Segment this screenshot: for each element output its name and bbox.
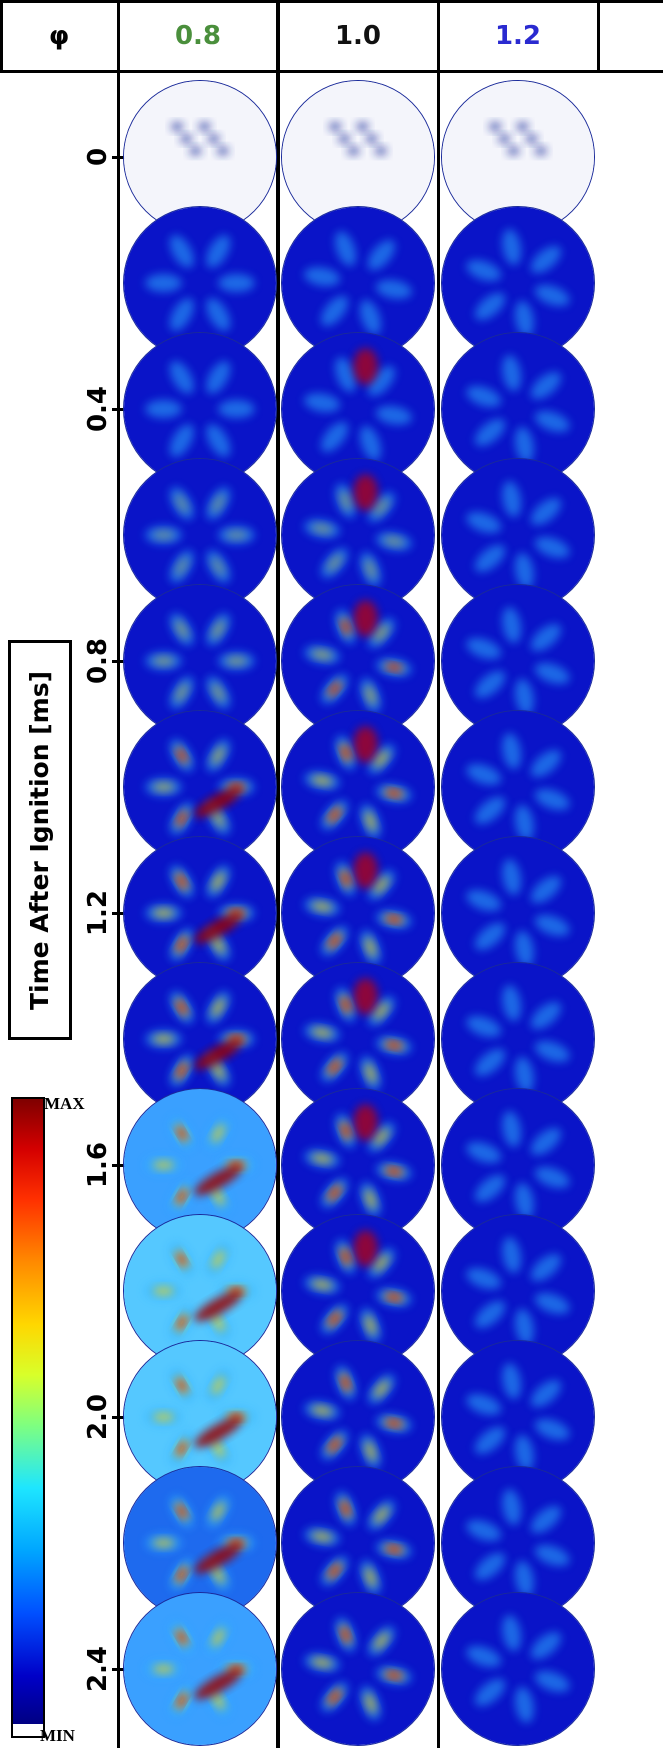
flame-frame	[281, 1592, 435, 1746]
right-border	[597, 0, 600, 72]
flame-frame	[281, 1340, 435, 1494]
flame-frame	[123, 80, 277, 234]
flame-frame	[123, 1088, 277, 1242]
y-tick-mark	[112, 1416, 130, 1419]
y-axis-title: Time After Ignition [ms]	[25, 670, 55, 1010]
left-border	[0, 0, 3, 72]
phi-header: φ	[0, 0, 118, 72]
colorbar-max-label: MAX	[44, 1094, 85, 1113]
y-tick-label: 2.0	[83, 1393, 113, 1441]
y-tick-label: 1.6	[83, 1141, 113, 1189]
column-label-1.2: 1.2	[494, 21, 542, 51]
y-tick-label: 0.8	[83, 637, 113, 685]
colorbar-min-label: MIN	[40, 1726, 75, 1745]
flame-frame	[441, 1592, 595, 1746]
y-tick-mark	[112, 660, 130, 663]
y-tick-mark	[112, 1668, 130, 1671]
column-header-1.0: 1.0	[278, 0, 438, 72]
y-tick-mark	[112, 408, 130, 411]
flame-frame	[123, 332, 277, 486]
y-tick-label: 2.4	[83, 1645, 113, 1693]
column-header-0.8: 0.8	[118, 0, 278, 72]
phi-label: φ	[48, 21, 70, 51]
flame-frame	[281, 1214, 435, 1368]
y-tick-label: 1.2	[83, 889, 113, 937]
y-tick-label: 0	[83, 147, 113, 167]
flame-frame	[123, 1592, 277, 1746]
flame-frame	[441, 332, 595, 486]
column-divider-2	[276, 0, 280, 1748]
y-tick-mark	[112, 1164, 130, 1167]
flame-frame	[441, 710, 595, 864]
top-border	[0, 0, 663, 3]
y-axis-title-box: Time After Ignition [ms]	[8, 640, 72, 1040]
column-divider-3	[437, 0, 440, 1748]
column-label-1.0: 1.0	[334, 21, 382, 51]
header-divider	[0, 70, 663, 73]
column-label-0.8: 0.8	[174, 21, 222, 51]
column-header-1.2: 1.2	[438, 0, 598, 72]
flame-frame	[123, 1214, 277, 1368]
flame-frame	[281, 332, 435, 486]
colorbar	[11, 1097, 45, 1728]
flame-frame	[281, 1088, 435, 1242]
y-tick-mark	[112, 912, 130, 915]
y-tick-label: 0.4	[83, 385, 113, 433]
flame-frame	[123, 962, 277, 1116]
colorbar-min-swatch	[11, 1724, 45, 1738]
column-divider-1	[117, 0, 120, 1748]
y-tick-mark	[112, 156, 130, 159]
flame-frame	[123, 206, 277, 360]
